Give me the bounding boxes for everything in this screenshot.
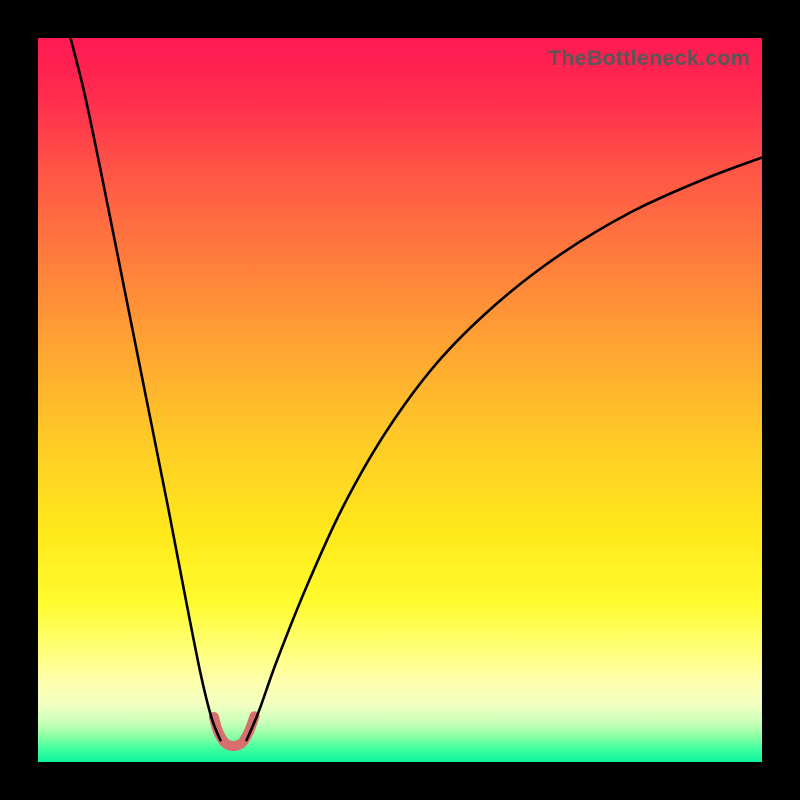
plot-frame: TheBottleneck.com — [38, 38, 762, 762]
watermark-text: TheBottleneck.com — [548, 46, 750, 71]
bottleneck-chart — [38, 38, 762, 762]
